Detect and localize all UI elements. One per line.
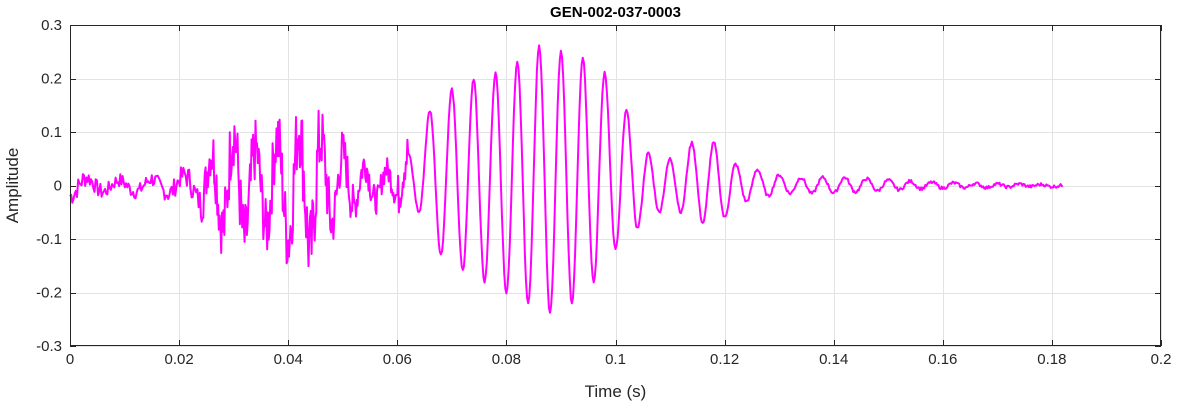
- x-tick-label: 0.02: [164, 351, 193, 368]
- x-tick-label: 0.04: [274, 351, 303, 368]
- x-tick-label: 0.16: [928, 351, 957, 368]
- y-tick-label: -0.3: [36, 338, 62, 355]
- axes-frame: [70, 25, 1161, 346]
- chart-title: GEN-002-037-0003: [550, 4, 681, 21]
- y-tick-label: 0.3: [41, 17, 62, 34]
- x-tick-label: 0.18: [1037, 351, 1066, 368]
- x-tick-label: 0.2: [1151, 351, 1172, 368]
- x-axis-ticks: 0 0.02 0.04 0.06 0.08 0.1 0.12 0.14 0.16 0.18 0.2: [66, 25, 1172, 368]
- x-tick-label: 0.14: [819, 351, 848, 368]
- x-tick-label: 0.06: [383, 351, 412, 368]
- y-tick-label: 0.1: [41, 124, 62, 141]
- x-tick-label: 0.12: [710, 351, 739, 368]
- x-tick-label: 0.1: [605, 351, 626, 368]
- x-axis-label: Time (s): [585, 382, 647, 401]
- y-tick-label: 0.2: [41, 71, 62, 88]
- x-tick-label: 0.08: [492, 351, 521, 368]
- waveform-line: [69, 44, 1064, 314]
- y-axis-ticks: -0.3 -0.2 -0.1 0 0.1 0.2 0.3: [36, 17, 1161, 355]
- y-tick-label: -0.1: [36, 231, 62, 248]
- y-axis-label: Amplitude: [3, 148, 22, 224]
- y-tick-label: 0: [54, 178, 62, 195]
- x-tick-label: 0: [66, 351, 74, 368]
- plot-area: [70, 25, 1161, 346]
- y-tick-label: -0.2: [36, 285, 62, 302]
